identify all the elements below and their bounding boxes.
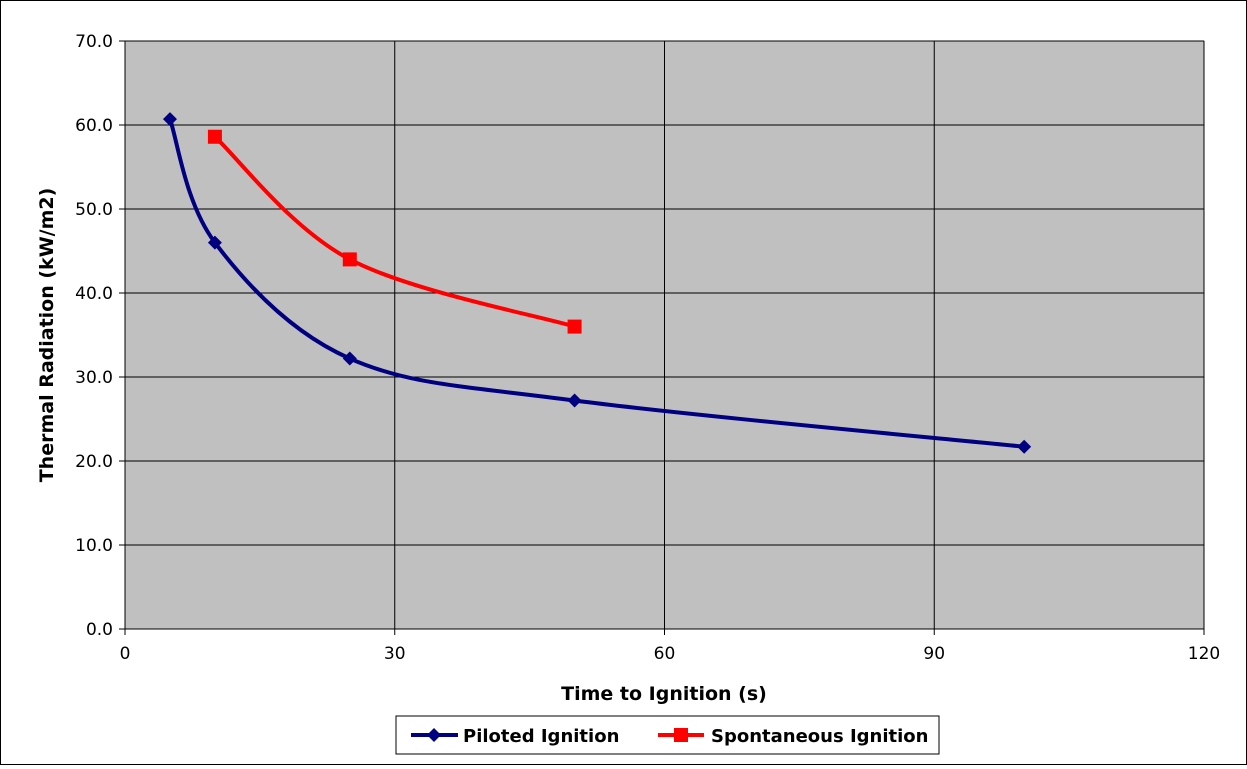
legend: Piloted Ignition Spontaneous Ignition [395, 715, 940, 755]
y-tick-label: 50.0 [75, 200, 113, 220]
data-point-spontaneous-ignition [567, 319, 582, 334]
y-tick-label: 20.0 [75, 452, 113, 472]
y-axis-title: Thermal Radiation (kW/m2) [36, 188, 58, 483]
y-tick-label: 10.0 [75, 536, 113, 556]
x-tick-label: 0 [120, 644, 131, 664]
data-point-piloted-ignition [162, 112, 177, 127]
y-tick-label: 70.0 [75, 32, 113, 52]
grid-lines [125, 40, 1205, 629]
y-tick-labels: 0.0 10.0 20.0 30.0 40.0 50.0 60.0 70.0 [75, 32, 113, 640]
x-axis-title: Time to Ignition (s) [561, 683, 767, 705]
data-point-piloted-ignition [207, 235, 222, 250]
y-tick-label: 40.0 [75, 284, 113, 304]
legend-marker-piloted-ignition [427, 728, 441, 742]
x-tick-label: 30 [384, 644, 406, 664]
legend-marker-spontaneous-ignition [674, 728, 688, 742]
series-layer [162, 112, 1032, 454]
x-tick-label: 60 [654, 644, 676, 664]
data-point-piloted-ignition [342, 351, 357, 366]
data-point-spontaneous-ignition [342, 252, 357, 267]
data-point-spontaneous-ignition [207, 129, 222, 144]
axes [119, 40, 1205, 635]
x-tick-labels: 0 30 60 90 120 [120, 644, 1221, 664]
x-tick-label: 90 [923, 644, 945, 664]
y-tick-label: 60.0 [75, 116, 113, 136]
y-tick-label: 0.0 [86, 620, 113, 640]
x-tick-label: 120 [1188, 644, 1220, 664]
data-point-piloted-ignition [567, 393, 582, 408]
legend-label-piloted-ignition: Piloted Ignition [463, 726, 619, 747]
series-line-piloted-ignition [167, 117, 1027, 449]
legend-label-spontaneous-ignition: Spontaneous Ignition [711, 726, 929, 747]
y-tick-label: 30.0 [75, 368, 113, 388]
data-point-piloted-ignition [1017, 439, 1032, 454]
